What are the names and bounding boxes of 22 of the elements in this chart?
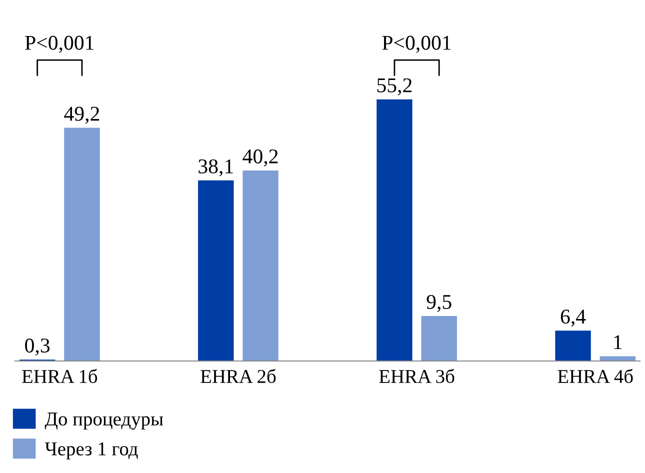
bar: [64, 128, 100, 361]
bar: [198, 180, 234, 361]
data-label: 9,5: [426, 294, 452, 312]
legend-label: Через 1 год: [44, 442, 138, 460]
data-label: 1: [614, 335, 622, 350]
x-tick-label: EHRA 1б: [22, 368, 98, 384]
x-tick-label: EHRA 2б: [200, 368, 276, 384]
bar: [376, 99, 412, 361]
bar: [555, 330, 591, 361]
data-label: 40,2: [242, 149, 278, 166]
legend-label: До процедуры: [44, 412, 164, 430]
bar: [242, 170, 278, 361]
data-label: 6,4: [560, 310, 586, 327]
data-label: 38,1: [198, 159, 233, 176]
x-tick-label: EHRA 3б: [379, 368, 454, 384]
data-label: 55,2: [377, 78, 412, 96]
text: P<0,001: [25, 36, 94, 53]
data-label: 49,2: [64, 106, 100, 124]
data-label: 0,3: [25, 338, 50, 356]
x-tick-label: EHRA 4б: [558, 368, 633, 384]
text: P<0,001: [382, 36, 451, 53]
bar: [421, 316, 457, 361]
